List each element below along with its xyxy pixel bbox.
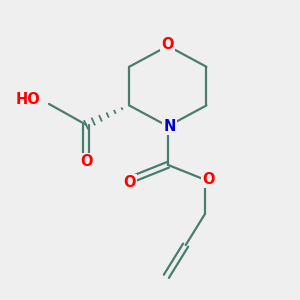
Text: O: O — [162, 37, 174, 52]
Text: O: O — [80, 154, 92, 169]
Text: O: O — [202, 172, 215, 187]
Text: N: N — [163, 119, 176, 134]
Text: O: O — [123, 175, 135, 190]
Text: HO: HO — [15, 92, 40, 107]
